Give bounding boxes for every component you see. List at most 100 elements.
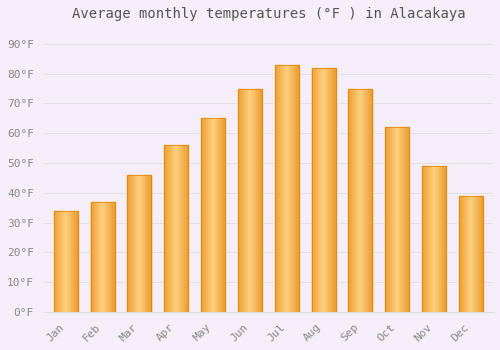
Bar (332, 68, 333, 312)
Bar (290, 65, 291, 312)
Bar (284, 65, 285, 312)
Bar (321, 68, 322, 312)
Bar (322, 68, 323, 312)
Bar (173, 145, 174, 312)
Bar (367, 89, 368, 312)
Bar (96, 202, 97, 312)
Bar (62, 211, 64, 312)
Bar (66, 211, 68, 312)
Bar (366, 89, 367, 312)
Bar (252, 89, 253, 312)
Bar (387, 127, 388, 312)
Bar (277, 65, 278, 312)
Bar (221, 118, 222, 312)
Bar (463, 196, 464, 312)
Bar (480, 196, 482, 312)
Bar (464, 196, 466, 312)
Bar (249, 89, 250, 312)
Bar (352, 89, 354, 312)
Bar (313, 68, 314, 312)
Bar (278, 65, 279, 312)
Bar (148, 175, 149, 312)
Bar (434, 166, 435, 312)
Bar (475, 196, 476, 312)
Bar (208, 118, 209, 312)
Bar (386, 127, 387, 312)
Bar (442, 166, 443, 312)
Bar (363, 89, 364, 312)
Bar (432, 166, 434, 312)
Bar (289, 65, 290, 312)
Bar (65, 211, 66, 312)
Bar (204, 118, 205, 312)
Bar (390, 127, 391, 312)
Bar (280, 65, 281, 312)
Bar (368, 89, 369, 312)
Bar (133, 175, 134, 312)
Bar (394, 127, 395, 312)
Bar (468, 196, 469, 312)
Bar (164, 145, 165, 312)
Bar (428, 166, 430, 312)
Bar (213, 118, 214, 312)
Bar (242, 89, 243, 312)
Bar (459, 196, 460, 312)
Bar (435, 166, 436, 312)
Bar (169, 145, 170, 312)
Bar (472, 196, 474, 312)
Bar (358, 89, 359, 312)
Bar (260, 89, 261, 312)
Bar (184, 145, 185, 312)
Bar (166, 145, 168, 312)
Bar (180, 145, 181, 312)
Bar (72, 211, 73, 312)
Bar (209, 118, 210, 312)
Bar (323, 68, 324, 312)
Bar (440, 166, 442, 312)
Bar (356, 89, 358, 312)
Bar (288, 65, 289, 312)
Bar (406, 127, 407, 312)
Bar (220, 118, 221, 312)
Bar (137, 175, 138, 312)
Bar (98, 202, 100, 312)
Bar (430, 166, 431, 312)
Bar (275, 65, 299, 312)
Bar (74, 211, 76, 312)
Bar (70, 211, 72, 312)
Bar (57, 211, 58, 312)
Bar (92, 202, 93, 312)
Bar (276, 65, 277, 312)
Bar (202, 118, 203, 312)
Bar (326, 68, 327, 312)
Bar (283, 65, 284, 312)
Bar (217, 118, 218, 312)
Bar (362, 89, 363, 312)
Bar (104, 202, 105, 312)
Bar (427, 166, 428, 312)
Bar (170, 145, 172, 312)
Bar (319, 68, 320, 312)
Bar (399, 127, 400, 312)
Bar (205, 118, 206, 312)
Bar (61, 211, 62, 312)
Bar (348, 89, 372, 312)
Title: Average monthly temperatures (°F ) in Alacakaya: Average monthly temperatures (°F ) in Al… (72, 7, 465, 21)
Bar (254, 89, 256, 312)
Bar (365, 89, 366, 312)
Bar (407, 127, 408, 312)
Bar (138, 175, 140, 312)
Bar (479, 196, 480, 312)
Bar (281, 65, 282, 312)
Bar (149, 175, 150, 312)
Bar (351, 89, 352, 312)
Bar (76, 211, 77, 312)
Bar (222, 118, 224, 312)
Bar (327, 68, 328, 312)
Bar (150, 175, 152, 312)
Bar (467, 196, 468, 312)
Bar (172, 145, 173, 312)
Bar (128, 175, 129, 312)
Bar (250, 89, 252, 312)
Bar (392, 127, 394, 312)
